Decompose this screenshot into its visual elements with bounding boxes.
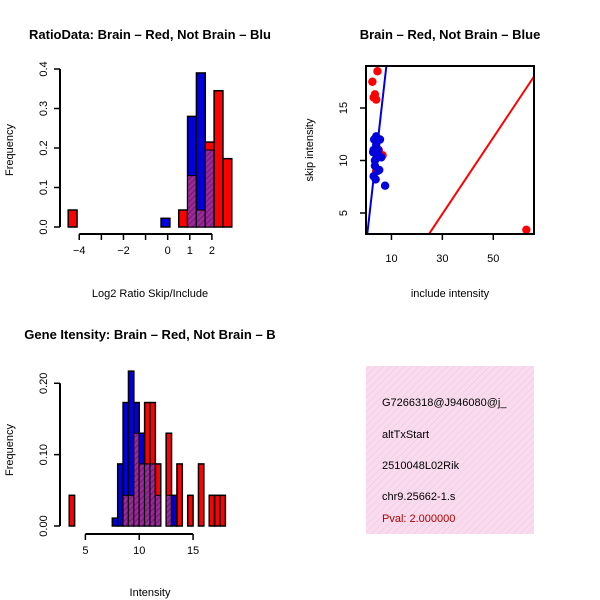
y-tick-label: 0.20	[38, 373, 50, 394]
info-panel-background	[366, 366, 534, 534]
intensity-xlabel: Intensity	[130, 587, 171, 599]
scatter-frame	[365, 65, 535, 235]
x-tick-label: −4	[73, 245, 86, 257]
scatter-point	[375, 165, 384, 175]
histogram-bar	[116, 463, 124, 527]
ratio-axes: −4 −2 0 1 2 0.0 0.1 0.2 0.3 0.4	[38, 61, 215, 257]
intensity-title: Gene Itensity: Brain – Red, Not Brain – …	[24, 327, 275, 342]
histogram-bar	[197, 463, 205, 527]
x-tick-label: 5	[82, 545, 88, 557]
histogram-bar	[222, 157, 233, 228]
x-tick-label: 1	[187, 245, 193, 257]
histogram-bar	[213, 494, 221, 527]
histogram-bar	[208, 494, 216, 527]
y-tick-label: 0.3	[38, 101, 50, 116]
intensity-histogram: Gene Itensity: Brain – Red, Not Brain – …	[4, 327, 276, 599]
x-tick-label: −2	[117, 245, 130, 257]
histogram-bar	[160, 217, 171, 228]
x-tick-label: 15	[187, 545, 199, 557]
ratio-histogram: RatioData: Brain – Red, Not Brain – Blu …	[4, 27, 271, 300]
scatter-ylabel: skip intensity	[304, 118, 316, 181]
x-tick-label: 30	[436, 253, 448, 265]
y-tick-label: 15	[338, 102, 350, 114]
intensity-scatter: Brain – Red, Not Brain – Blue 10 30 505101…	[304, 27, 541, 300]
histogram-overlap-bar	[138, 463, 146, 527]
y-tick-label: 0.2	[38, 140, 50, 155]
histogram-bar	[111, 517, 119, 527]
info-panel: G7266318@J946080@j_ altTxStart 2510048L0…	[366, 366, 534, 534]
info-location: chr9.25662-1.s	[382, 491, 456, 503]
histogram-bar	[67, 209, 78, 228]
scatter-point	[377, 153, 386, 162]
y-tick-label: 0.4	[38, 61, 50, 76]
y-tick-label: 0.0	[38, 219, 50, 234]
histogram-bar	[219, 494, 227, 527]
histogram-bar	[195, 72, 207, 228]
scatter-point	[373, 67, 382, 76]
y-tick-label: 5	[338, 210, 350, 216]
y-tick-label: 0.00	[38, 515, 50, 536]
scatter-point	[380, 181, 390, 190]
ratio-xlabel: Log2 Ratio Skip/Include	[92, 288, 208, 300]
scatter-title: Brain – Red, Not Brain – Blue	[360, 27, 541, 42]
x-tick-label: 10	[133, 545, 145, 557]
histogram-bar	[213, 89, 224, 228]
intensity-axes: 5 10 15 0.00 0.10 0.20	[38, 373, 199, 557]
fit-line	[427, 75, 534, 234]
x-tick-label: 2	[209, 245, 215, 257]
histogram-overlap-bar	[187, 175, 197, 228]
x-tick-label: 10	[385, 253, 397, 265]
y-tick-label: 0.1	[38, 180, 50, 195]
info-pval: Pval: 2.000000	[382, 513, 455, 525]
histogram-overlap-bar	[144, 463, 151, 527]
x-tick-label: 50	[487, 253, 499, 265]
histogram-overlap-bar	[122, 494, 129, 527]
intensity-bars	[68, 370, 227, 527]
scatter-marks	[366, 66, 534, 234]
histogram-overlap-bar	[204, 149, 215, 228]
y-tick-label: 10	[338, 154, 350, 166]
scatter-point	[368, 77, 377, 86]
info-event-type: altTxStart	[382, 429, 429, 441]
histogram-overlap-bar	[165, 494, 173, 527]
info-gene-name: 2510048L02Rik	[382, 460, 460, 472]
ratio-title: RatioData: Brain – Red, Not Brain – Blu	[29, 27, 271, 42]
histogram-overlap-bar	[154, 494, 162, 527]
scatter-point	[371, 95, 381, 104]
scatter-point	[522, 225, 531, 234]
histogram-overlap-bar	[127, 494, 135, 527]
histogram-overlap-bar	[195, 209, 206, 228]
histogram-bar	[177, 209, 189, 228]
histogram-bar	[170, 494, 178, 527]
histogram-overlap-bar	[149, 463, 156, 527]
histogram-bar	[68, 494, 76, 527]
y-tick-label: 0.10	[38, 444, 50, 465]
fit-line	[366, 66, 388, 234]
x-tick-label: 0	[165, 245, 171, 257]
scatter-point	[368, 147, 378, 157]
ratio-bars	[67, 72, 233, 228]
ratio-ylabel: Frequency	[4, 124, 16, 176]
scatter-plot-area: 10 30 50 5 10 15	[338, 65, 535, 265]
scatter-xlabel: include intensity	[411, 288, 490, 300]
info-event-id: G7266318@J946080@j_	[382, 397, 507, 409]
intensity-ylabel: Frequency	[4, 424, 16, 476]
histogram-bar	[176, 463, 184, 527]
histogram-bar	[186, 494, 194, 527]
histogram-overlap-bar	[133, 432, 140, 527]
